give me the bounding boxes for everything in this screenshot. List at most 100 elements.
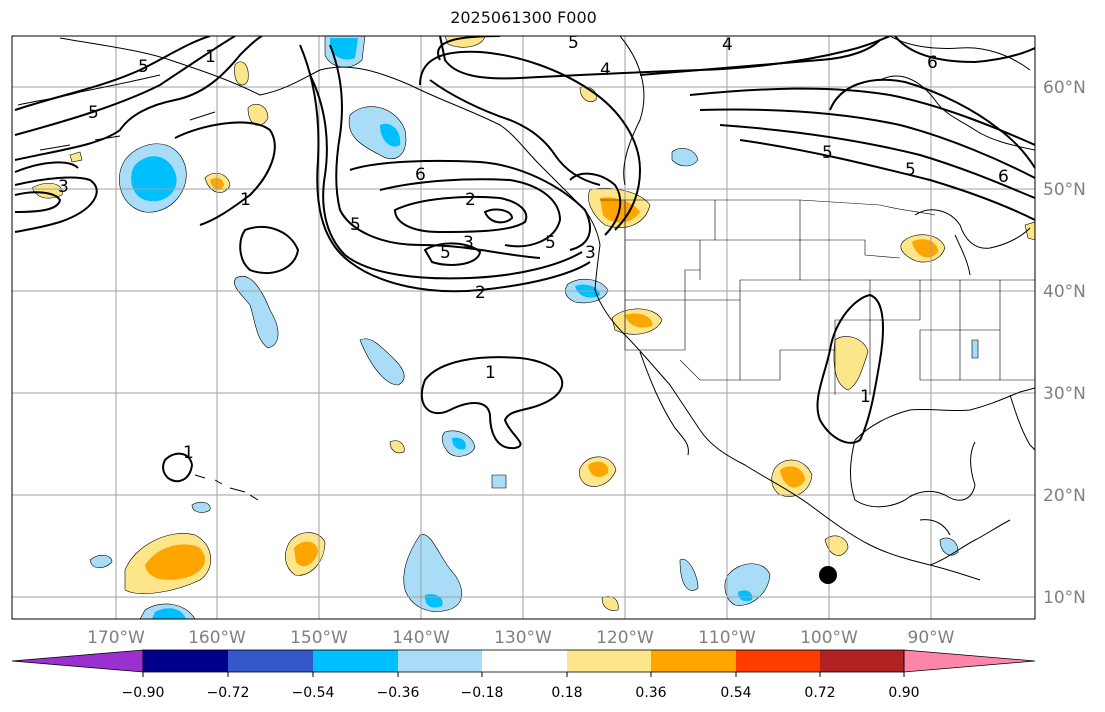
colorbar-extend-high: [903, 649, 1036, 673]
height-contours: [14, 36, 1035, 483]
lon-tick-label: 160°W: [188, 628, 246, 648]
contour-label: 1: [860, 387, 871, 407]
contour-label: 2: [465, 190, 476, 210]
colorbar-bin: [313, 650, 398, 672]
lon-tick-label: 150°W: [290, 628, 348, 648]
fill-negative: [89, 554, 113, 569]
contour-label: 5: [568, 33, 579, 53]
contour-label: 5: [440, 243, 451, 263]
contour-label: 1: [240, 190, 251, 210]
contour-label: 5: [88, 103, 99, 123]
contour-label: 2: [475, 283, 486, 303]
colorbar-label: 0.54: [720, 685, 751, 701]
fill-negative: [191, 501, 211, 513]
anomaly-fills: [31, 36, 1035, 619]
fill-positive: [294, 541, 318, 567]
lat-tick-label: 50°N: [1043, 180, 1086, 200]
fill-negative: [359, 338, 405, 386]
colorbar-label: −0.90: [122, 685, 165, 701]
colorbar-label: −0.54: [292, 685, 335, 701]
contour-label: 5: [545, 233, 556, 253]
fill-positive: [69, 151, 83, 163]
colorbar-label: −0.72: [207, 685, 250, 701]
colorbar: −0.90 −0.72 −0.54 −0.36 −0.18 0.18 0.36 …: [11, 649, 1036, 701]
contour-label: 3: [463, 233, 474, 253]
lat-tick-label: 10°N: [1043, 588, 1086, 608]
lon-tick-label: 120°W: [596, 628, 654, 648]
colorbar-label: 0.72: [804, 685, 835, 701]
lon-tick-label: 90°W: [908, 628, 955, 648]
lon-tick-label: 170°W: [87, 628, 145, 648]
contour-labels: 1 5 3 1 6 2 5 5 3 5 3 2 5 4 4 6 5 5 6 1 …: [58, 33, 1009, 463]
fill-negative: [738, 590, 753, 602]
colorbar-bin: [228, 650, 313, 672]
fill-negative: [403, 534, 462, 612]
contour-label: 3: [585, 243, 596, 263]
colorbar-bin: [143, 650, 228, 672]
fill-positive: [145, 544, 205, 580]
fill-negative: [491, 474, 507, 489]
contour-label: 6: [415, 165, 426, 185]
fill-negative: [452, 437, 466, 450]
colorbar-label: 0.90: [888, 685, 919, 701]
fill-positive: [625, 313, 653, 328]
latitude-axis: 60°N 50°N 40°N 30°N 20°N 10°N: [1043, 78, 1086, 608]
contour-label: 1: [485, 363, 496, 383]
contour-label: 5: [905, 160, 916, 180]
fill-negative: [671, 148, 699, 167]
colorbar-label: −0.36: [377, 685, 420, 701]
state-borders: [600, 199, 1035, 395]
lon-tick-label: 130°W: [494, 628, 552, 648]
fill-negative: [152, 608, 186, 619]
colorbar-bin: [567, 650, 651, 672]
fill-negative: [131, 156, 177, 202]
fill-negative: [679, 558, 699, 591]
fill-negative: [939, 537, 959, 556]
contour-label: 5: [138, 57, 149, 77]
lat-tick-label: 40°N: [1043, 282, 1086, 302]
colorbar-extend-low: [11, 649, 144, 673]
contour-label: 6: [998, 167, 1009, 187]
colorbar-bin: [820, 650, 904, 672]
coastlines: [17, 36, 1035, 581]
lat-tick-label: 60°N: [1043, 78, 1086, 98]
fill-negative: [724, 563, 771, 606]
colorbar-bin: [398, 650, 482, 672]
contour-label: 5: [822, 143, 833, 163]
lat-tick-label: 30°N: [1043, 384, 1086, 404]
colorbar-bin: [482, 650, 567, 672]
fill-negative: [234, 275, 279, 349]
colorbar-bin: [651, 650, 736, 672]
location-marker-dot: [819, 566, 837, 584]
longitude-axis: 170°W 160°W 150°W 140°W 130°W 120°W 110°…: [87, 628, 955, 648]
lon-tick-label: 110°W: [698, 628, 756, 648]
contour-label: 6: [927, 53, 938, 73]
fill-negative: [330, 38, 358, 60]
contour-label: 5: [350, 215, 361, 235]
colorbar-label: 0.36: [635, 685, 666, 701]
fill-positive: [389, 440, 405, 454]
contour-label: 4: [600, 60, 611, 80]
graticule: [12, 36, 1035, 619]
contour-label: 4: [722, 35, 733, 55]
fill-positive: [234, 61, 249, 86]
fill-positive: [588, 461, 609, 477]
colorbar-bin: [736, 650, 820, 672]
fill-negative: [971, 339, 979, 359]
fill-positive: [247, 103, 269, 126]
contour-label: 1: [205, 47, 216, 67]
fill-positive: [780, 466, 805, 488]
fill-positive: [824, 535, 849, 556]
contour-label: 1: [183, 443, 194, 463]
lon-tick-label: 140°W: [392, 628, 450, 648]
colorbar-label: −0.18: [461, 685, 504, 701]
map-panel: 1 5 3 1 6 2 5 5 3 5 3 2 5 4 4 6 5 5 6 1 …: [12, 33, 1035, 619]
map-title: 2025061300 F000: [450, 8, 597, 27]
colorbar-label: 0.18: [551, 685, 582, 701]
fill-positive: [833, 336, 869, 391]
map-frame: [11, 35, 1036, 620]
lat-tick-label: 20°N: [1043, 486, 1086, 506]
fill-negative: [380, 123, 401, 147]
fill-positive: [1024, 221, 1035, 241]
